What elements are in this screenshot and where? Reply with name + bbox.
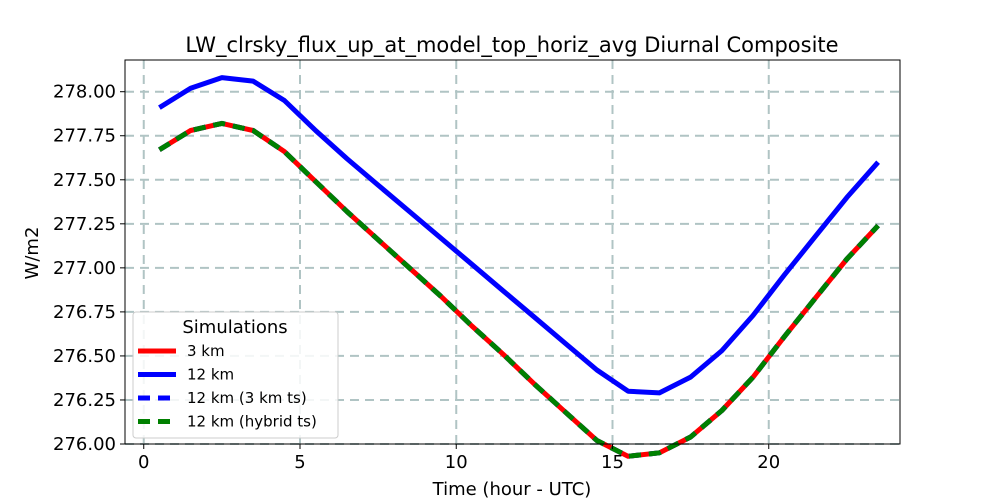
legend-title: Simulations: [182, 317, 287, 338]
legend-label-1: 3 km: [187, 342, 225, 360]
x-axis-ticks: 0 5 10 15 20: [138, 444, 780, 473]
legend-box: [132, 311, 339, 439]
y-tick-label: 277.00: [53, 258, 116, 279]
y-tick-label: 277.50: [53, 170, 116, 191]
y-tick-label: 276.00: [53, 434, 116, 455]
y-tick-label: 276.25: [53, 390, 116, 411]
x-tick-label: 10: [445, 452, 468, 473]
x-tick-label: 15: [601, 452, 624, 473]
x-tick-label: 5: [294, 452, 305, 473]
series-line-4: [158, 120, 880, 459]
y-tick-label: 277.75: [53, 126, 116, 147]
chart-title: LW_clrsky_flux_up_at_model_top_horiz_avg…: [185, 33, 838, 58]
y-tick-label: 276.75: [53, 302, 116, 323]
plot-frame: [124, 59, 901, 445]
legend-label-4: 12 km (hybrid ts): [187, 413, 317, 431]
legend-label-3: 12 km (3 km ts): [187, 389, 307, 407]
y-axis-label: W/m2: [22, 227, 43, 280]
y-tick-label: 276.50: [53, 346, 116, 367]
plot-lines: [158, 75, 880, 459]
y-tick-label: 278.00: [53, 82, 116, 103]
legend: Simulations 3 km 12 km 12 km (3 km ts) 12 k…: [132, 311, 339, 439]
x-tick-label: 20: [757, 452, 780, 473]
x-tick-label: 0: [138, 452, 149, 473]
x-axis-label: Time (hour - UTC): [432, 479, 592, 500]
legend-label-2: 12 km: [187, 366, 234, 384]
series-line-2: [158, 75, 880, 396]
y-axis-ticks: 276.00 276.25 276.50 276.75 277.00 277.25 277.…: [53, 82, 125, 455]
y-tick-label: 277.25: [53, 214, 116, 235]
